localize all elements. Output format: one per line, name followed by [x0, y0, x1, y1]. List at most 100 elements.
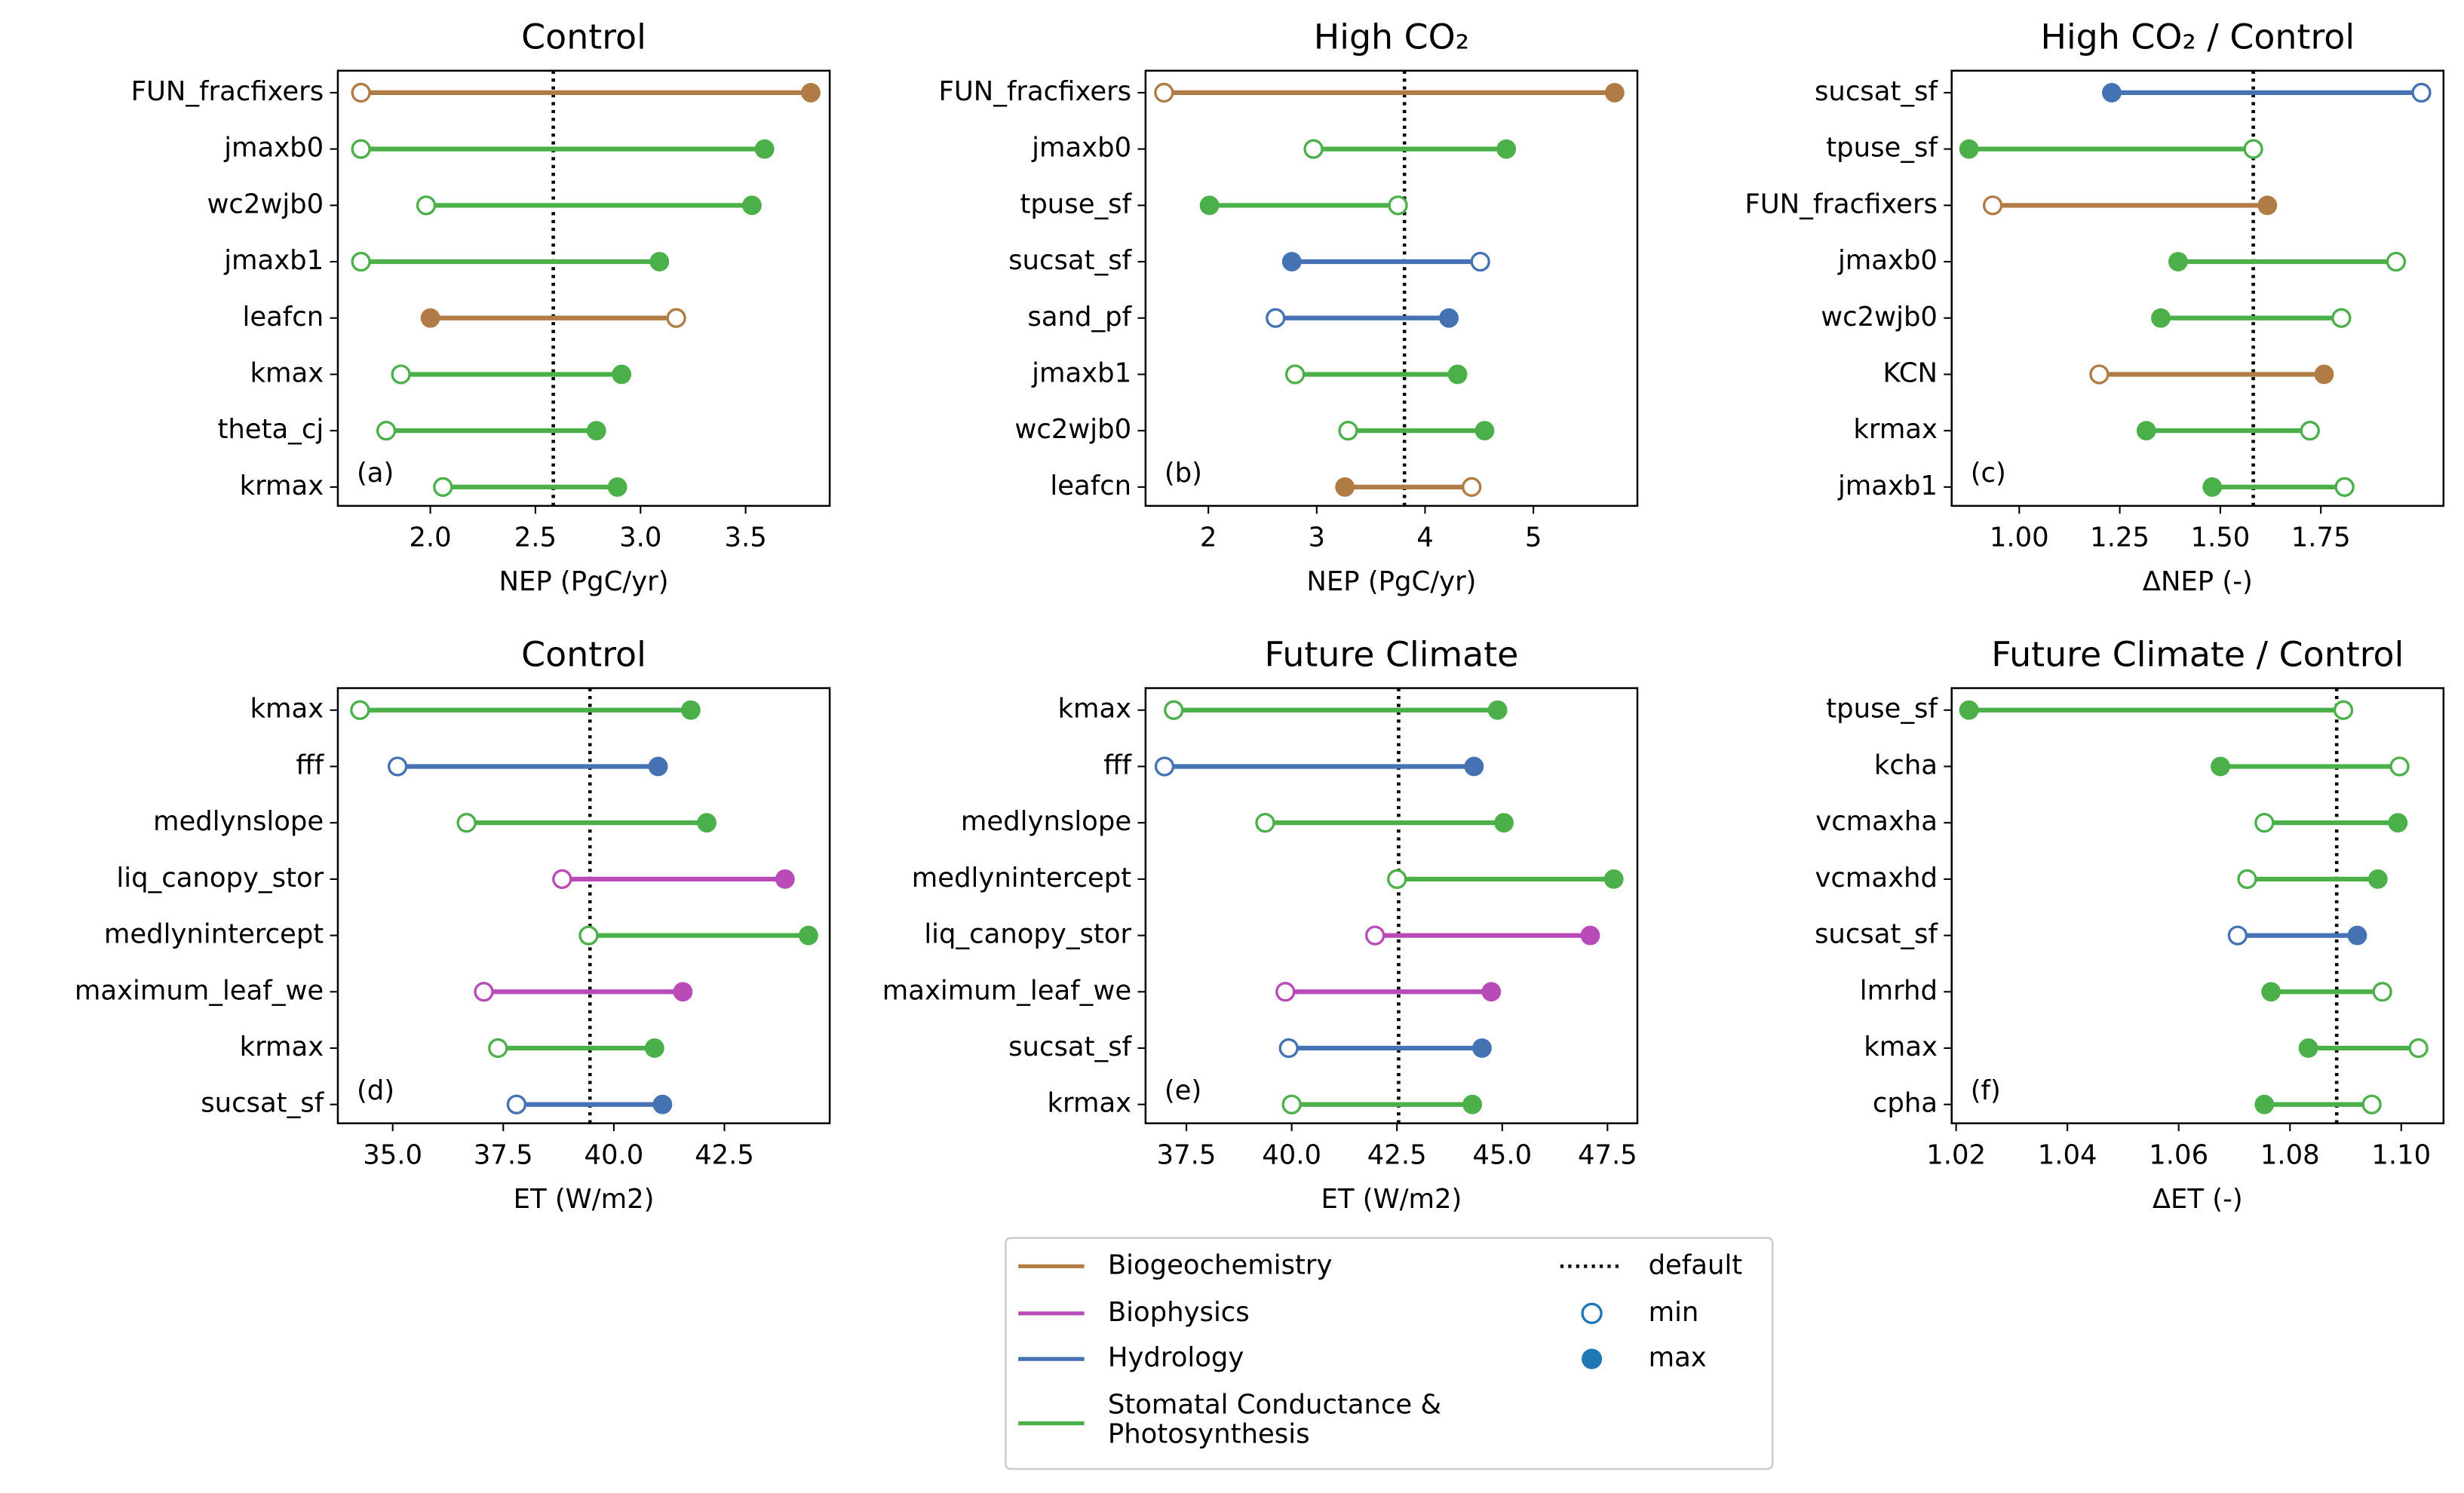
legend-label: Biogeochemistry: [1108, 1249, 1333, 1280]
category-label: leafcn: [242, 302, 324, 333]
max-marker: [612, 364, 632, 385]
max-marker: [2347, 925, 2367, 946]
max-marker: [775, 869, 795, 889]
x-tick-label: 1.04: [2038, 1139, 2097, 1170]
plot-frame: [336, 687, 831, 1124]
max-marker: [1474, 421, 1495, 441]
max-marker: [1199, 195, 1220, 216]
category-label: jmaxb1: [1837, 471, 1938, 501]
category-label: sand_pf: [1027, 302, 1132, 333]
min-marker: [2389, 756, 2410, 777]
max-marker: [2388, 813, 2408, 833]
category-label: medlynslope: [961, 806, 1131, 837]
x-tick-label: 40.0: [1262, 1139, 1321, 1170]
category-label: liq_canopy_stor: [116, 863, 324, 894]
panel-title: Control: [521, 633, 646, 674]
max-marker: [1281, 252, 1302, 271]
category-label: jmaxb0: [223, 133, 324, 164]
category-label: kmax: [250, 694, 324, 725]
x-tick-label: 47.5: [1578, 1139, 1637, 1170]
category-label: jmaxb0: [1837, 245, 1938, 276]
min-marker: [416, 195, 437, 216]
min-marker: [1462, 477, 1482, 498]
min-marker: [1278, 1038, 1299, 1059]
max-marker: [742, 195, 762, 216]
min-marker: [2300, 421, 2320, 441]
min-marker: [2333, 700, 2354, 720]
x-tick-label: 2.0: [409, 523, 451, 553]
min-marker: [2237, 869, 2257, 889]
min-marker: [1338, 421, 1358, 441]
max-marker: [801, 83, 821, 103]
min-marker: [433, 477, 453, 498]
max-marker: [697, 813, 716, 833]
category-label: vcmaxha: [1815, 806, 1938, 837]
panel-label: (a): [357, 458, 394, 489]
x-axis-label: ΔNEP (-): [2143, 566, 2253, 597]
category-label: fff: [1103, 750, 1132, 780]
max-marker: [1464, 756, 1484, 777]
max-marker: [652, 1094, 673, 1114]
legend-label: Stomatal Conductance & Photosynthesis: [1108, 1390, 1441, 1450]
category-label: krmax: [1048, 1088, 1132, 1119]
max-marker: [586, 421, 606, 441]
min-marker: [2331, 308, 2352, 328]
x-tick-label: 3.5: [724, 523, 766, 553]
min-marker: [456, 813, 477, 833]
figure-body: Control NEP (PgC/yr) (a) 2.0 2.5 3.0 3.5 FUN_fr…: [75, 17, 2445, 1470]
category-label: kcha: [1874, 750, 1938, 780]
max-marker: [1959, 139, 1979, 159]
x-tick-label: 2.5: [514, 523, 557, 553]
panel-title: Future Climate / Control: [1991, 633, 2404, 674]
max-marker: [799, 925, 818, 946]
min-marker: [1154, 756, 1175, 777]
x-tick-label: 42.5: [695, 1139, 754, 1170]
max-marker: [420, 308, 440, 328]
max-marker: [2211, 756, 2230, 777]
max-marker: [1603, 869, 1624, 889]
max-marker: [1439, 308, 1459, 328]
min-marker: [1303, 139, 1324, 159]
panel-label: (c): [1971, 458, 2006, 489]
category-label: medlynslope: [153, 806, 324, 837]
category-label: sucsat_sf: [1815, 919, 1939, 950]
min-marker: [351, 139, 371, 159]
max-marker: [2168, 252, 2188, 271]
max-marker: [2102, 83, 2122, 103]
min-marker: [1387, 869, 1407, 889]
category-label: wc2wjb0: [207, 189, 324, 219]
max-marker: [2298, 1038, 2318, 1058]
category-label: tpuse_sf: [1826, 133, 1938, 164]
category-label: FUN_fracfixers: [131, 76, 324, 107]
x-tick-label: 1.08: [2260, 1139, 2320, 1170]
x-tick-label: 1.50: [2190, 523, 2250, 553]
x-tick-label: 1.02: [1926, 1139, 1986, 1170]
min-marker: [1154, 82, 1174, 103]
panel-label: (b): [1164, 458, 1202, 489]
max-marker: [2202, 477, 2223, 497]
panel-title: Future Climate: [1265, 633, 1519, 674]
max-marker: [1604, 83, 1625, 103]
max-marker: [1580, 925, 1600, 946]
plot-frame: [1950, 69, 2445, 507]
legend-label: min: [1649, 1297, 1699, 1328]
max-marker: [673, 982, 693, 1002]
x-tick-label: 37.5: [474, 1139, 533, 1170]
x-tick-label: 42.5: [1367, 1139, 1427, 1170]
category-label: krmax: [240, 1032, 324, 1062]
min-marker: [552, 869, 572, 889]
category-label: sucsat_sf: [1008, 245, 1133, 276]
max-marker: [1335, 477, 1355, 497]
x-tick-label: 40.0: [584, 1139, 643, 1170]
min-marker: [1982, 195, 2003, 216]
max-marker: [1496, 139, 1517, 159]
plot-frame: [1144, 69, 1639, 507]
min-marker: [1275, 982, 1296, 1002]
x-tick-label: 37.5: [1157, 1139, 1217, 1170]
x-axis-label: ΔET (-): [2153, 1184, 2243, 1215]
plot-frame: [1950, 687, 2445, 1124]
max-marker: [2314, 364, 2334, 385]
x-axis-label: NEP (PgC/yr): [1306, 566, 1476, 597]
min-marker: [2089, 364, 2110, 385]
